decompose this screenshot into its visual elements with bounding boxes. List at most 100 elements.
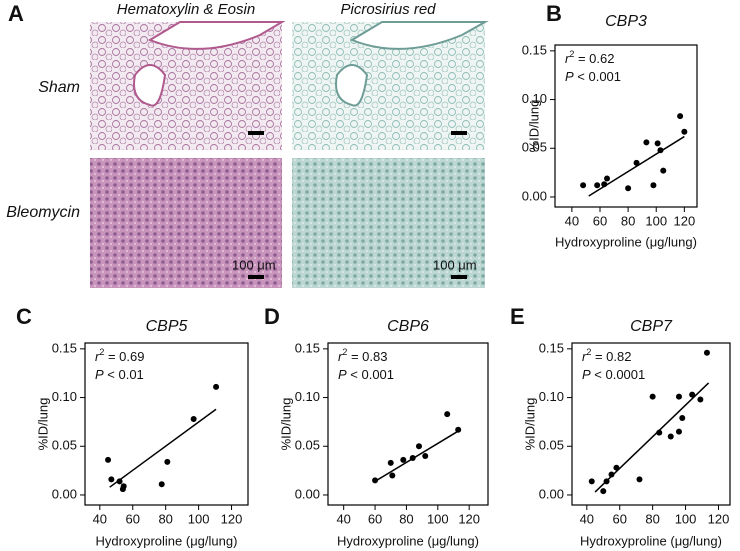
data-point [625,185,632,192]
fit-line [374,429,461,482]
scale-bar [248,131,264,135]
y-tick-label: 0.05 [295,438,320,453]
data-point [703,349,710,356]
data-point [636,476,643,483]
stat-exponent: 2 [569,49,574,59]
x-tick-label: 80 [621,213,635,228]
data-point [190,415,197,422]
data-point [660,167,667,174]
x-axis-label: Hydroxyproline (μg/lung) [580,533,722,548]
scale-bar [451,275,467,279]
chart-panel: C CBP5 40 60 80 100 120 0.00 0.05 0.10 0.15 Hydroxy… [16,304,249,548]
p-annotation: P < 0.001 [565,69,621,84]
plot-frame [84,342,249,506]
x-tick-label: 60 [612,511,626,526]
y-tick-label: 0.10 [52,389,77,404]
p-annotation: P < 0.001 [338,367,394,382]
data-point [105,456,112,463]
p-annotation: P < 0.01 [95,367,144,382]
data-point [594,182,601,189]
data-point [654,140,661,147]
scale-label: 100 μm [433,257,477,272]
p-value: < 0.001 [574,69,621,84]
chart-title: CBP7 [630,318,673,335]
p-value: < 0.0001 [591,367,646,382]
data-point [667,433,674,440]
data-point [649,393,656,400]
data-point [675,428,682,435]
data-point [422,453,429,460]
data-point [681,128,688,135]
data-point [444,411,451,418]
p-symbol: P [95,367,104,382]
y-tick-label: 0.05 [52,438,77,453]
panel-letter: D [264,304,280,329]
data-point [387,459,394,466]
data-point [455,426,462,433]
y-axis-label: %ID/lung [526,100,541,153]
panel-letter: C [16,304,32,329]
x-tick-label: 120 [673,213,695,228]
p-value: < 0.001 [347,367,394,382]
p-value: < 0.01 [104,367,144,382]
data-point [580,182,587,189]
y-tick-label: 0.00 [539,486,564,501]
panel-letter: E [510,304,525,329]
y-axis-label: %ID/lung [278,398,293,451]
micrograph [292,158,485,288]
x-tick-label: 100 [427,511,449,526]
y-tick-label: 0.10 [295,389,320,404]
x-tick-label: 60 [368,511,382,526]
chart-panel: E CBP7 40 60 80 100 120 0.00 0.05 0.10 0.15 Hydroxy… [510,304,731,548]
x-tick-label: 100 [188,511,210,526]
data-point [415,443,422,450]
p-symbol: P [338,367,347,382]
data-point [158,481,165,488]
data-point [164,458,171,465]
data-point [697,396,704,403]
column-header: Hematoxylin & Eosin [117,1,255,18]
r2-value: = 0.82 [591,349,631,364]
data-point [650,182,657,189]
tissue-feature [335,21,489,107]
data-point [689,391,696,398]
p-symbol: P [582,367,591,382]
data-point [613,464,620,471]
y-tick-label: 0.10 [539,389,564,404]
data-point [213,383,220,390]
y-axis-label: %ID/lung [522,398,537,451]
row-header: Sham [38,79,80,96]
y-tick-label: 0.00 [52,486,77,501]
stat-symbol: r [582,349,587,364]
plot-frame [571,342,731,506]
data-point [409,454,416,461]
p-annotation: P < 0.0001 [582,367,645,382]
x-tick-label: 60 [593,213,607,228]
stat-symbol: r [95,349,100,364]
x-tick-label: 120 [708,511,730,526]
x-axis-label: Hydroxyproline (μg/lung) [96,533,238,548]
data-point [633,159,640,166]
x-tick-label: 80 [645,511,659,526]
x-axis-label: Hydroxyproline (μg/lung) [555,234,697,249]
scale-bar [451,131,467,135]
data-point [643,139,650,146]
data-point [389,472,396,479]
stat-exponent: 2 [342,347,347,357]
chart-panel: D CBP6 40 60 80 100 120 0.00 0.05 0.10 0.15 Hydroxy… [264,304,489,548]
chart-title: CBP5 [146,318,188,335]
y-tick-label: 0.05 [522,140,547,155]
x-tick-label: 80 [399,511,413,526]
tissue-feature [133,21,286,107]
panel-letter: A [8,1,24,26]
stat-exponent: 2 [99,347,104,357]
x-tick-label: 40 [93,511,107,526]
x-tick-label: 40 [580,511,594,526]
x-tick-label: 80 [158,511,172,526]
chart-title: CBP6 [387,318,429,335]
data-point [679,415,686,422]
data-point [608,471,615,478]
x-axis-label: Hydroxyproline (μg/lung) [337,533,479,548]
data-point [601,181,608,188]
data-point [120,483,127,490]
